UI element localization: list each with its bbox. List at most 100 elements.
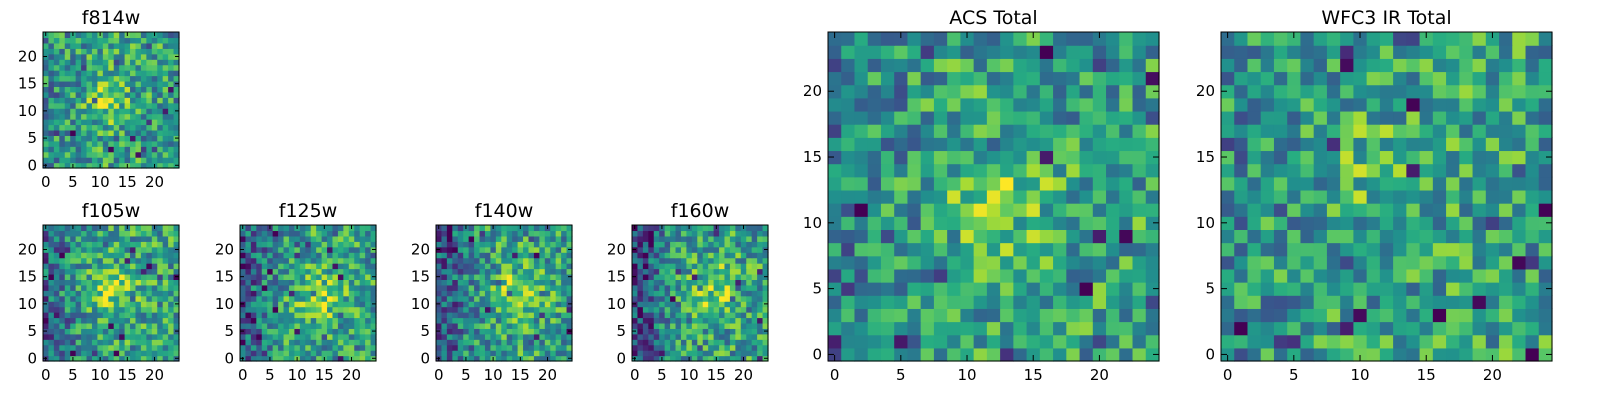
heatmap-cell xyxy=(316,252,323,259)
heatmap-cell xyxy=(457,290,464,297)
heatmap-cell xyxy=(283,312,290,319)
heatmap-cell xyxy=(533,355,540,362)
heatmap-cell xyxy=(146,355,153,362)
heatmap-cell xyxy=(468,252,475,259)
heatmap-cell xyxy=(446,257,453,264)
heatmap-cell xyxy=(1119,84,1134,99)
heatmap-cell xyxy=(43,306,50,313)
heatmap-cell xyxy=(697,290,704,297)
heatmap-cell xyxy=(256,252,263,259)
heatmap-cell xyxy=(59,42,66,49)
heatmap-cell xyxy=(468,339,475,346)
heatmap-cell xyxy=(288,268,295,275)
heatmap-cell xyxy=(81,312,88,319)
heatmap-cell xyxy=(1066,242,1081,257)
heatmap-cell xyxy=(463,317,470,324)
heatmap-cell xyxy=(332,252,339,259)
heatmap-cell xyxy=(146,102,153,109)
heatmap-cell xyxy=(528,268,535,275)
heatmap-cell xyxy=(146,339,153,346)
heatmap-cell xyxy=(278,355,285,362)
heatmap-cell xyxy=(550,263,557,270)
heatmap-cell xyxy=(632,322,639,329)
heatmap-cell xyxy=(70,140,77,147)
heatmap-cell xyxy=(1300,137,1315,152)
heatmap-cell xyxy=(436,295,443,302)
heatmap-cell xyxy=(664,295,671,302)
heatmap-cell xyxy=(841,71,856,86)
heatmap-cell xyxy=(91,290,98,297)
heatmap-cell xyxy=(1485,334,1500,349)
heatmap-cell xyxy=(168,157,175,164)
heatmap-cell xyxy=(1260,321,1275,336)
heatmap-cell xyxy=(157,230,164,237)
heatmap-cell xyxy=(973,295,988,309)
heatmap-cell xyxy=(294,312,301,319)
heatmap-cell xyxy=(841,347,856,362)
heatmap-cell xyxy=(43,284,50,291)
heatmap-cell xyxy=(151,257,158,264)
heatmap-cell xyxy=(1247,282,1262,296)
heatmap-cell xyxy=(762,263,769,270)
y-tick-label: 10 xyxy=(18,295,37,313)
heatmap-cell xyxy=(1326,216,1341,230)
heatmap-cell xyxy=(708,257,715,264)
heatmap-cell xyxy=(1106,71,1120,86)
heatmap-cell xyxy=(1026,71,1041,86)
heatmap-cell xyxy=(642,312,649,319)
heatmap-cell xyxy=(523,290,530,297)
heatmap-cell xyxy=(359,344,366,351)
heatmap-cell xyxy=(1538,124,1553,138)
heatmap-cell xyxy=(108,257,115,264)
heatmap-cell xyxy=(484,350,491,357)
heatmap-cell xyxy=(452,328,459,335)
heatmap-cell xyxy=(735,333,742,340)
heatmap-cell xyxy=(528,257,535,264)
heatmap-cell xyxy=(157,328,164,335)
heatmap-cell xyxy=(441,306,448,313)
heatmap-cell xyxy=(288,246,295,253)
heatmap-cell xyxy=(691,295,698,302)
heatmap-cell xyxy=(1446,229,1460,244)
heatmap-cell xyxy=(321,306,328,313)
heatmap-cell xyxy=(59,53,66,60)
heatmap-cell xyxy=(986,347,1001,362)
heatmap-cell xyxy=(1066,282,1081,296)
heatmap-cell xyxy=(86,235,93,242)
heatmap-cell xyxy=(1538,45,1553,59)
heatmap-cell xyxy=(1459,268,1474,283)
heatmap-cell xyxy=(283,235,290,242)
heatmap-cell xyxy=(91,230,98,237)
heatmap-cell xyxy=(151,279,158,286)
heatmap-cell xyxy=(348,257,355,264)
heatmap-cell xyxy=(1300,97,1315,112)
heatmap-cell xyxy=(1419,268,1434,283)
heatmap-cell xyxy=(544,241,551,248)
heatmap-cell xyxy=(1406,71,1421,86)
heatmap-cell xyxy=(261,306,268,313)
heatmap-cell xyxy=(1446,45,1460,59)
heatmap-cell xyxy=(327,241,334,248)
heatmap-cell xyxy=(468,273,475,280)
heatmap-cell xyxy=(533,263,540,270)
heatmap-cell xyxy=(157,241,164,248)
heatmap-cell xyxy=(48,86,55,93)
heatmap-cell xyxy=(1353,137,1368,152)
heatmap-cell xyxy=(1000,97,1014,112)
heatmap-cell xyxy=(933,295,948,309)
heatmap-cell xyxy=(854,124,869,138)
heatmap-cell xyxy=(512,322,519,329)
heatmap-cell xyxy=(446,295,453,302)
heatmap-cell xyxy=(140,279,147,286)
heatmap-cell xyxy=(1247,334,1262,349)
heatmap-cell xyxy=(140,328,147,335)
heatmap-cell xyxy=(501,279,508,286)
heatmap-cell xyxy=(102,32,109,39)
heatmap-cell xyxy=(1393,242,1407,257)
heatmap-cell xyxy=(642,339,649,346)
heatmap-cell xyxy=(719,246,726,253)
heatmap-cell xyxy=(70,235,77,242)
heatmap-cell xyxy=(762,350,769,357)
heatmap-cell xyxy=(135,70,142,77)
heatmap-cell xyxy=(294,301,301,308)
